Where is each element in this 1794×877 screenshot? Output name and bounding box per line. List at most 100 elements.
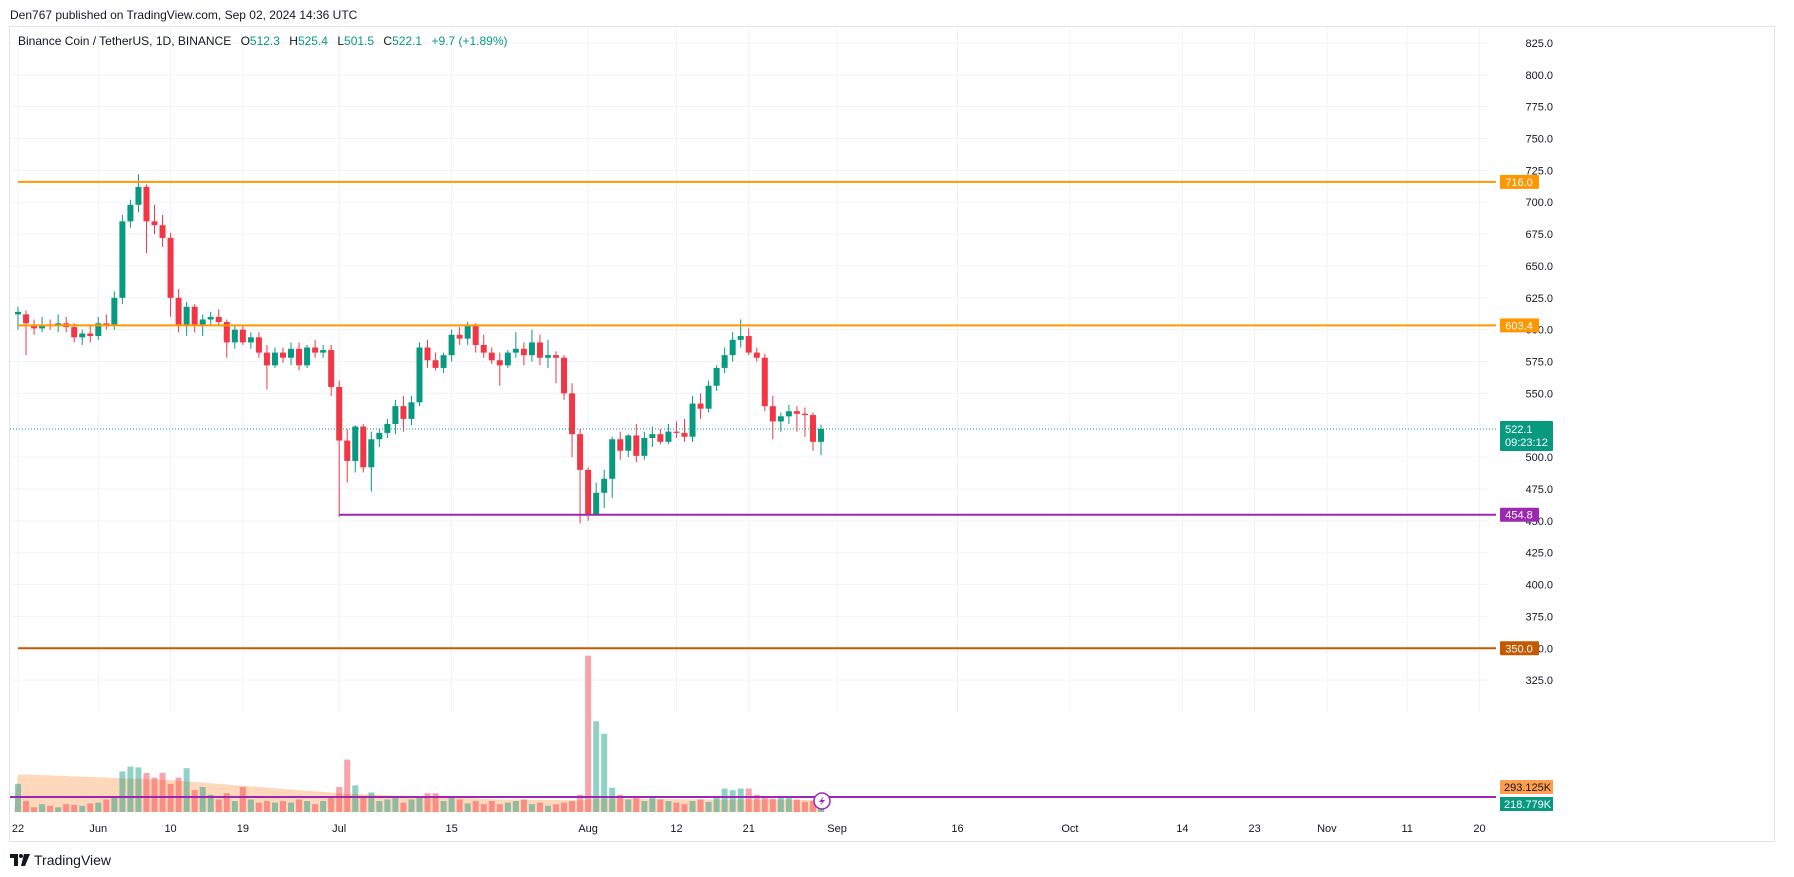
close-label: C [383, 34, 393, 48]
volume-bar [103, 799, 110, 812]
tradingview-brand[interactable]: TradingView [10, 852, 111, 868]
change-value: +9.7 (+1.89%) [431, 34, 508, 48]
volume-bar [416, 797, 423, 812]
volume-bar [689, 801, 696, 812]
volume-bar [544, 805, 551, 812]
volume-badge [1500, 797, 1553, 811]
candle-body [649, 434, 656, 438]
candle-body [368, 439, 375, 468]
volume-bar [151, 777, 158, 812]
tradingview-logo-icon [10, 854, 30, 866]
candle-body [400, 406, 407, 419]
y-tick-label: 675.0 [1525, 229, 1553, 241]
volume-bar [729, 790, 736, 812]
y-tick-label: 550.0 [1525, 388, 1553, 400]
candle-body [31, 324, 38, 329]
volume-bar [633, 797, 640, 812]
support-454-label: 454.8 [1505, 510, 1533, 522]
y-tick-label: 625.0 [1525, 293, 1553, 305]
volume-bar [215, 799, 222, 812]
candle-body [119, 221, 126, 298]
candle-body [528, 342, 535, 356]
volume-bar [569, 801, 576, 812]
x-tick-label: Nov [1317, 823, 1337, 835]
price-axis-labels: 716.0 603.4 454.8 350.0 522.109:23:12 293.125… [813, 174, 1553, 811]
candle-body [585, 469, 592, 515]
candle-body [336, 387, 343, 441]
candle-body [777, 416, 784, 422]
candle-body [79, 333, 86, 338]
candle-body [633, 435, 640, 456]
volume-bar [392, 797, 399, 812]
candle-body [641, 438, 648, 456]
candle-body [617, 439, 624, 451]
volume-bar [472, 801, 479, 812]
volume-bar [809, 801, 816, 812]
volume-bar [769, 798, 776, 812]
last-price-badge [1500, 420, 1553, 451]
publisher-credit: Den767 published on TradingView.com, Sep… [10, 8, 358, 22]
candle-body [681, 432, 688, 437]
volume-bar [440, 801, 447, 812]
volume-bar [255, 802, 262, 812]
volume-bar [207, 794, 214, 812]
candle-body [801, 413, 808, 416]
volume-bar [528, 804, 535, 812]
candle-body [39, 324, 46, 329]
volume-bar [55, 807, 62, 812]
open-label: O [240, 34, 250, 48]
candle-body [167, 237, 174, 298]
volume-bar [135, 767, 142, 812]
volume-bar [23, 801, 30, 812]
volume-bar [143, 772, 150, 812]
candle-body [127, 204, 134, 222]
candle-body [408, 402, 415, 419]
volume-moving-average [14, 774, 825, 812]
candle-body [199, 319, 206, 326]
volume-bar [585, 655, 592, 812]
lightning-icon [819, 796, 825, 806]
candle-body [561, 357, 568, 394]
candle-body [207, 316, 214, 320]
candle-body [472, 324, 479, 345]
volume-bar [320, 801, 327, 812]
x-tick-label: Sep [827, 823, 847, 835]
volume-bars [15, 655, 824, 812]
volume-bar [801, 801, 808, 812]
y-tick-label: 700.0 [1525, 197, 1553, 209]
y-tick-label: 650.0 [1525, 261, 1553, 273]
x-tick-label: 23 [1248, 823, 1260, 835]
symbol-name: Binance Coin / TetherUS, 1D, BINANCE [18, 34, 232, 48]
candle-body [593, 492, 600, 515]
volume-bar [609, 787, 616, 812]
candle-body [288, 348, 295, 358]
volume-bar [424, 793, 431, 812]
horizontal-levels [10, 180, 1496, 798]
y-tick-label: 775.0 [1525, 102, 1553, 114]
grid-lines [10, 27, 1488, 712]
x-tick-label: 20 [1473, 823, 1485, 835]
volume-bar [793, 799, 800, 812]
support-350-badge [1500, 641, 1539, 656]
candle-body [23, 314, 30, 324]
y-tick-label: 575.0 [1525, 357, 1553, 369]
volume-bar [681, 804, 688, 812]
volume-bar [360, 796, 367, 812]
volume-bar [304, 801, 311, 812]
candle-body [818, 428, 824, 442]
x-tick-label: 21 [743, 823, 755, 835]
volume-bar [408, 799, 415, 812]
volume-bar [561, 802, 568, 812]
candle-body [544, 355, 551, 358]
volume-value: 218.779K [1504, 799, 1552, 811]
high-value: 525.4 [297, 34, 328, 48]
x-tick-label: Jun [89, 823, 107, 835]
candle-body [296, 348, 303, 366]
brand-name: TradingView [34, 852, 112, 868]
candle-body [520, 348, 527, 356]
volume-bar [496, 804, 503, 812]
candle-body [785, 411, 792, 417]
volume-bar [376, 801, 383, 812]
candle-body [496, 360, 503, 366]
